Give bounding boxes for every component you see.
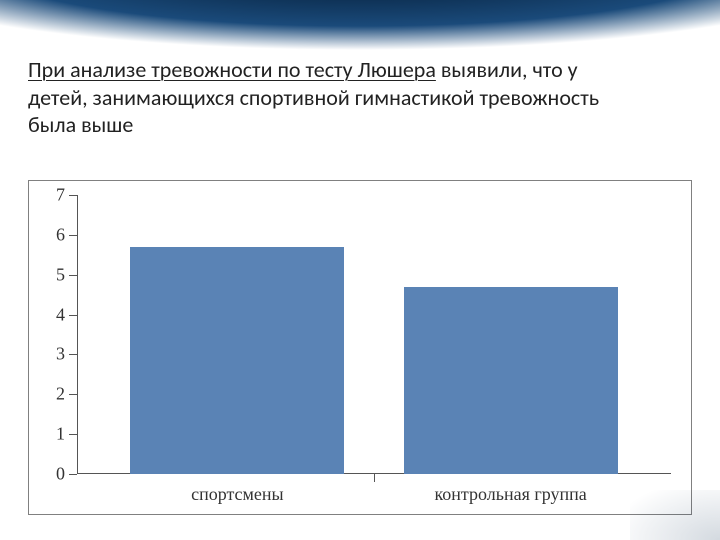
- y-tick: [69, 434, 77, 435]
- bar: [130, 247, 344, 474]
- y-axis: [77, 195, 78, 474]
- y-tick: [69, 235, 77, 236]
- slide-title: При анализе тревожности по тесту Люшера …: [28, 56, 680, 139]
- y-tick: [69, 394, 77, 395]
- y-tick-label: 4: [56, 304, 65, 325]
- y-tick: [69, 195, 77, 196]
- bar: [404, 287, 618, 474]
- y-tick: [69, 354, 77, 355]
- x-category-label: спортсмены: [191, 484, 284, 505]
- y-tick-label: 7: [56, 185, 65, 206]
- y-tick: [69, 315, 77, 316]
- slide-top-accent: [0, 0, 720, 50]
- title-underlined: При анализе тревожности по тесту Люшера: [28, 56, 436, 83]
- y-tick: [69, 474, 77, 475]
- y-tick-label: 0: [56, 464, 65, 485]
- y-tick-label: 3: [56, 344, 65, 365]
- y-tick-label: 6: [56, 224, 65, 245]
- title-line-2: детей, занимающихся спортивной гимнастик…: [28, 84, 599, 111]
- slide-corner-accent: [630, 490, 720, 540]
- bar-chart: 0 1 2 3 4 5 6 7 спортсмены контрольная группа: [28, 180, 692, 515]
- y-tick-label: 1: [56, 424, 65, 445]
- x-center-tick: [374, 474, 375, 482]
- y-tick-label: 2: [56, 384, 65, 405]
- y-tick: [69, 275, 77, 276]
- plot-area: 01234567спортсменыконтрольная группа: [77, 195, 671, 474]
- x-category-label: контрольная группа: [434, 484, 586, 505]
- title-remainder-1: выявили, что у: [436, 56, 578, 83]
- y-tick-label: 5: [56, 264, 65, 285]
- title-line-3: была выше: [28, 111, 133, 138]
